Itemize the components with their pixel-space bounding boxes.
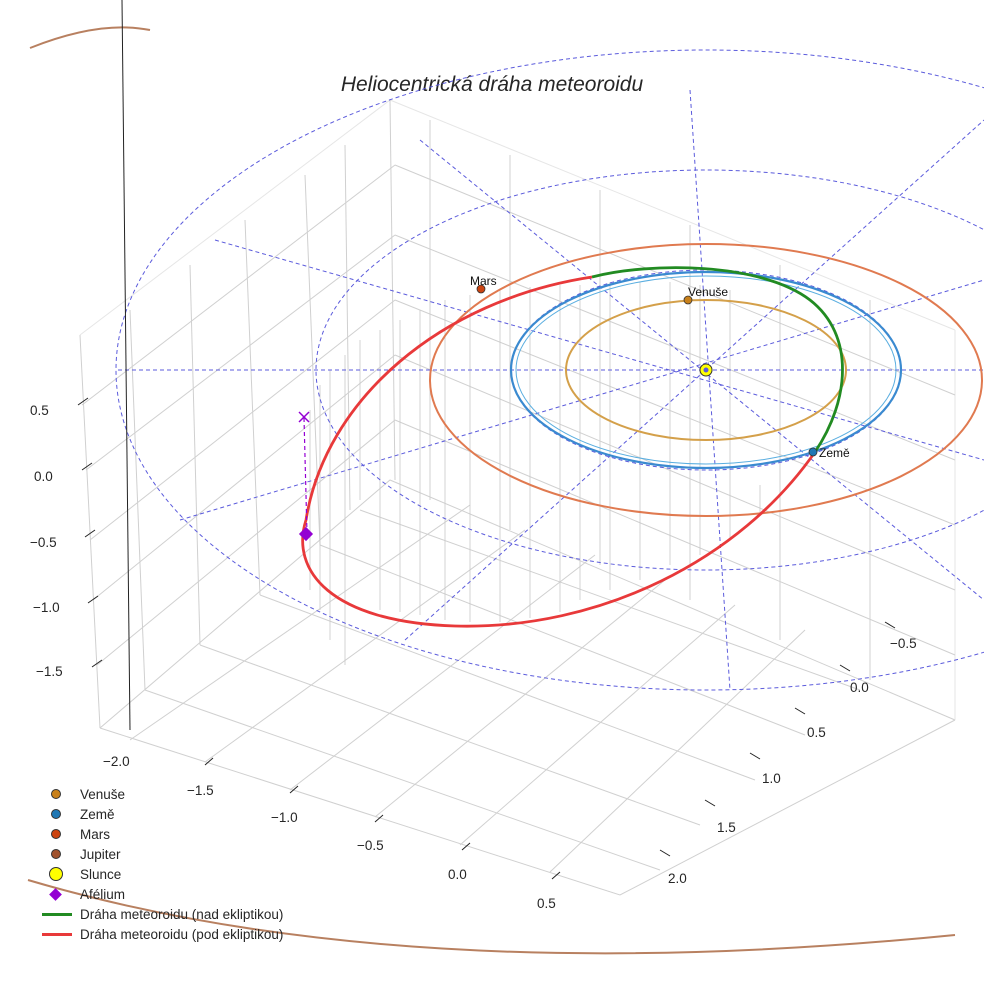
z-tick-1: 0.0 xyxy=(34,469,53,484)
sun-legend-icon xyxy=(49,867,63,881)
y-tick-4: 1.5 xyxy=(717,820,736,835)
venus-orbit xyxy=(565,299,847,441)
mars-marker xyxy=(476,284,486,294)
aphelion-projection-x-icon xyxy=(298,411,310,423)
legend-item-mars: Mars xyxy=(36,824,283,844)
z-tick-4: −1.5 xyxy=(36,664,63,679)
z-tick-0: 0.5 xyxy=(30,403,49,418)
mars-label: Mars xyxy=(470,274,497,288)
mars-legend-icon xyxy=(51,829,61,839)
meteoroid-orbit-below xyxy=(301,275,817,628)
x-tick-3: −0.5 xyxy=(357,838,384,853)
legend-item-jupiter: Jupiter xyxy=(36,844,283,864)
x-tick-1: −1.5 xyxy=(187,783,214,798)
y-tick-3: 1.0 xyxy=(762,771,781,786)
legend: Venuše Země Mars Jupiter Slunce Afélium … xyxy=(36,784,283,944)
aphelion-dropline xyxy=(303,417,308,535)
legend-item-orbit-above: Dráha meteoroidu (nad ekliptikou) xyxy=(36,904,283,924)
x-tick-5: 0.5 xyxy=(537,896,556,911)
aphelion-legend-icon xyxy=(49,888,62,901)
y-axis-ticks xyxy=(659,621,896,857)
y-tick-2: 0.5 xyxy=(807,725,826,740)
venus-label: Venuše xyxy=(688,285,728,299)
x-axis-ticks xyxy=(121,0,561,880)
meteoroid-orbit-above xyxy=(591,266,844,453)
jupiter-orbit xyxy=(27,26,956,955)
earth-label: Země xyxy=(819,446,850,460)
legend-item-venus: Venuše xyxy=(36,784,283,804)
y-tick-1: 0.0 xyxy=(850,680,869,695)
jupiter-legend-icon xyxy=(51,849,61,859)
red-line-legend-icon xyxy=(42,933,72,936)
axis-pane-grid xyxy=(79,99,956,896)
x-tick-2: −1.0 xyxy=(271,810,298,825)
green-line-legend-icon xyxy=(42,913,72,916)
z-tick-3: −1.0 xyxy=(33,600,60,615)
y-tick-5: 2.0 xyxy=(668,871,687,886)
venus-legend-icon xyxy=(51,789,61,799)
drop-lines xyxy=(309,282,761,665)
chart-title: Heliocentrická dráha meteoroidu xyxy=(340,73,644,96)
earth-marker xyxy=(808,447,818,457)
venus-marker xyxy=(683,295,693,305)
z-axis-ticks xyxy=(77,397,103,668)
y-tick-0: −0.5 xyxy=(890,636,917,651)
earth-orbit xyxy=(509,270,903,470)
mars-orbit xyxy=(429,243,983,517)
x-tick-0: −2.0 xyxy=(103,754,130,769)
legend-item-aphelion: Afélium xyxy=(36,884,283,904)
ecliptic-reference-grid xyxy=(115,49,984,691)
legend-item-orbit-below: Dráha meteoroidu (pod ekliptikou) xyxy=(36,924,283,944)
x-tick-4: 0.0 xyxy=(448,867,467,882)
earth-legend-icon xyxy=(51,809,61,819)
aphelion-marker xyxy=(298,526,314,542)
legend-item-sun: Slunce xyxy=(36,864,283,884)
z-tick-2: −0.5 xyxy=(30,535,57,550)
legend-item-earth: Země xyxy=(36,804,283,824)
